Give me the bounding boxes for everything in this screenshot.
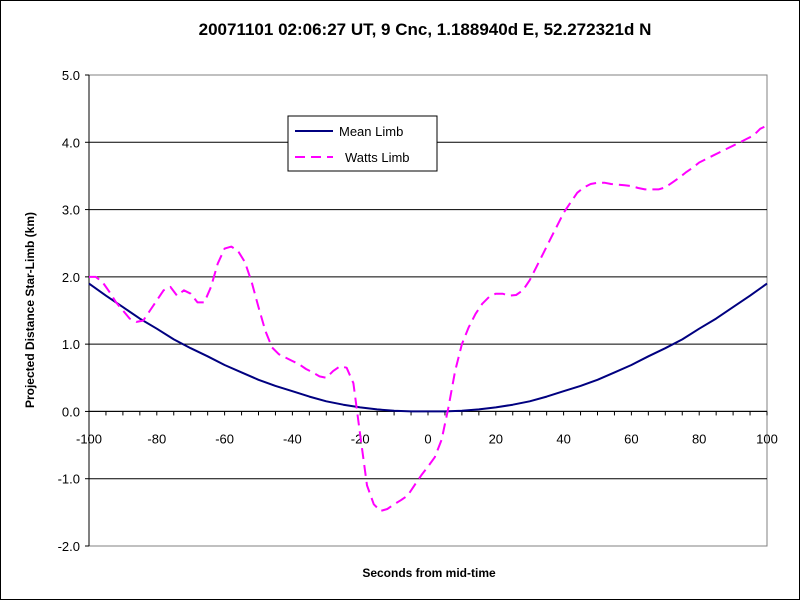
y-tick-label: 4.0	[62, 135, 80, 150]
x-tick-label: 0	[424, 431, 431, 446]
y-tick-label: 1.0	[62, 337, 80, 352]
legend-box	[287, 115, 438, 172]
y-tick-label: 0.0	[62, 404, 80, 419]
y-tick-label: 3.0	[62, 203, 80, 218]
y-tick-label: -2.0	[58, 539, 80, 554]
x-tick-label: -40	[283, 431, 302, 446]
chart-title: 20071101 02:06:27 UT, 9 Cnc, 1.188940d E…	[199, 20, 652, 39]
legend: Mean Limb Watts Limb	[287, 115, 438, 172]
x-tick-label: 60	[624, 431, 638, 446]
x-tick-label: -80	[147, 431, 166, 446]
y-axis-title: Projected Distance Star-Limb (km)	[23, 212, 37, 408]
series-line-mean-limb	[88, 282, 768, 413]
x-tick-label: -60	[215, 431, 234, 446]
y-tick-label: -1.0	[58, 472, 80, 487]
y-tick-labels: 5.0 4.0 3.0 2.0 1.0 0.0 -1.0 -2.0	[58, 68, 80, 554]
x-tick-label: 40	[556, 431, 570, 446]
x-tick-label: 20	[489, 431, 503, 446]
legend-label-watts-limb: Watts Limb	[345, 150, 410, 165]
x-tick-label: 100	[756, 431, 778, 446]
x-tick-label: 80	[692, 431, 706, 446]
x-axis-title: Seconds from mid-time	[362, 566, 496, 580]
series-line-watts-limb	[89, 124, 768, 512]
x-tick-label: -100	[76, 431, 102, 446]
series-lines	[88, 124, 768, 512]
y-tick-label: 5.0	[62, 68, 80, 83]
y-tick-label: 2.0	[62, 270, 80, 285]
legend-label-mean-limb: Mean Limb	[339, 124, 403, 139]
